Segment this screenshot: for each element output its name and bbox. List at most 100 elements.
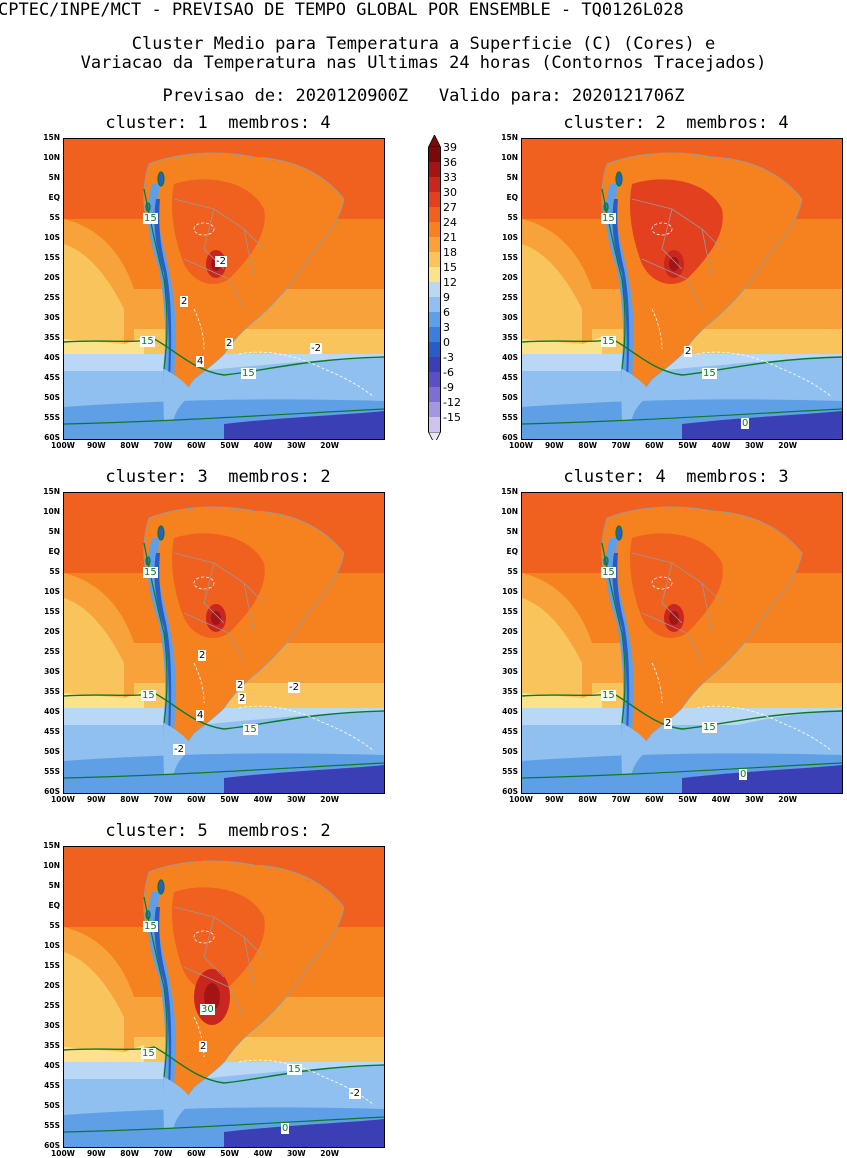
colorbar-label: 21: [443, 231, 457, 244]
ocean-temperature-zone: [224, 1119, 384, 1147]
ocean-temperature-zone: [64, 952, 124, 1057]
latitude-label: 30S: [44, 667, 60, 676]
longitude-label: 30W: [286, 795, 306, 804]
longitude-label: 40W: [253, 795, 273, 804]
country-borders: [173, 906, 265, 1018]
temp-variation-contour: [238, 351, 375, 398]
temp-variation-contour: [696, 351, 833, 398]
temp-variation-contour: [651, 576, 673, 590]
temp-variation-contour: [651, 662, 663, 704]
colorbar-swatch: [428, 297, 441, 312]
isotherm-15c: [64, 338, 384, 376]
contour-label: 15: [287, 1064, 302, 1075]
temp-variation-contour: [193, 930, 215, 944]
country-borders: [173, 198, 265, 310]
colorbar-label: -9: [443, 381, 454, 394]
longitude-label: 50W: [678, 795, 698, 804]
contour-label: 15: [702, 722, 717, 733]
latitude-label: 50S: [44, 393, 60, 402]
colorbar-swatch: [428, 267, 441, 282]
latitude-label: 45S: [502, 373, 518, 382]
contour-label: 4: [196, 356, 205, 367]
contour-label: -2: [310, 343, 322, 354]
header-subtitle-1: Cluster Medio para Temperatura a Superfi…: [131, 34, 716, 54]
latitude-label: EQ: [506, 547, 519, 556]
longitude-label: 30W: [286, 1149, 306, 1158]
ocean-temperature-zone: [224, 765, 384, 793]
latitude-label: 25S: [502, 293, 518, 302]
latitude-label: 50S: [502, 393, 518, 402]
country-borders: [631, 198, 723, 310]
contour-label: 15: [143, 213, 158, 224]
longitude-label: 50W: [678, 441, 698, 450]
latitude-label: 5N: [48, 173, 61, 182]
latitude-label: 10S: [44, 941, 60, 950]
longitude-label: 20W: [320, 1149, 340, 1158]
latitude-label: 60S: [44, 787, 60, 796]
colorbar-swatch: [428, 312, 441, 327]
colorbar-arrows: [428, 135, 442, 440]
latitude-label: 20S: [44, 273, 60, 282]
colorbar-swatch: [428, 177, 441, 192]
longitude-label: 70W: [153, 441, 173, 450]
latitude-label: 50S: [44, 747, 60, 756]
longitude-label: 90W: [544, 441, 564, 450]
latitude-label: 60S: [44, 1141, 60, 1150]
contour-label: 15: [601, 567, 616, 578]
colorbar-label: -12: [443, 396, 461, 409]
longitude-label: 100W: [51, 441, 75, 450]
longitude-label: 60W: [186, 1149, 206, 1158]
colorbar-label: 12: [443, 276, 457, 289]
isotherm-0c: [64, 762, 384, 779]
temperature-map: [63, 492, 385, 794]
colorbar-swatch: [428, 387, 441, 402]
colorbar-label: 0: [443, 336, 450, 349]
patagonia: [163, 1077, 192, 1129]
cold-contour: [157, 525, 165, 541]
latitude-label: 45S: [44, 373, 60, 382]
longitude-label: 80W: [578, 795, 598, 804]
cold-contour: [157, 171, 165, 187]
isotherm-15c: [64, 692, 384, 730]
longitude-label: 90W: [86, 1149, 106, 1158]
temperature-map: [63, 138, 385, 440]
hot-region: [630, 533, 723, 638]
latitude-label: EQ: [48, 193, 61, 202]
longitude-label: 20W: [320, 441, 340, 450]
contour-label: 15: [141, 690, 156, 701]
longitude-label: 60W: [186, 795, 206, 804]
latitude-label: 35S: [44, 1041, 60, 1050]
colorbar-swatch: [428, 222, 441, 237]
latitude-label: 50S: [502, 747, 518, 756]
latitude-label: 10N: [501, 507, 518, 516]
longitude-label: 70W: [153, 1149, 173, 1158]
latitude-label: 10S: [502, 587, 518, 596]
latitude-label: 20S: [502, 627, 518, 636]
patagonia: [163, 369, 192, 421]
contour-label: 2: [225, 338, 234, 349]
longitude-label: 50W: [220, 795, 240, 804]
longitude-label: 80W: [578, 441, 598, 450]
colorbar-label: 6: [443, 306, 450, 319]
contour-label: 2: [238, 693, 247, 704]
latitude-label: 20S: [44, 627, 60, 636]
hot-spot-core: [669, 257, 679, 271]
isotherm-0c: [64, 1116, 384, 1133]
latitude-label: 35S: [502, 687, 518, 696]
longitude-label: 70W: [611, 795, 631, 804]
longitude-label: 80W: [120, 1149, 140, 1158]
cold-contour: [157, 879, 165, 895]
longitude-label: 80W: [120, 795, 140, 804]
contour-label: 15: [141, 1048, 156, 1059]
patagonia: [621, 723, 650, 775]
latitude-label: 5S: [507, 213, 518, 222]
contour-label: -2: [349, 1088, 361, 1099]
hot-region: [630, 179, 723, 284]
contour-label: 15: [241, 368, 256, 379]
latitude-label: 60S: [502, 433, 518, 442]
latitude-label: 5N: [48, 527, 61, 536]
panel-title: cluster: 1 membros: 4: [105, 113, 331, 133]
colorbar-label: 3: [443, 321, 450, 334]
ocean-temperature-zone: [682, 411, 842, 439]
contour-label: 2: [198, 650, 207, 661]
